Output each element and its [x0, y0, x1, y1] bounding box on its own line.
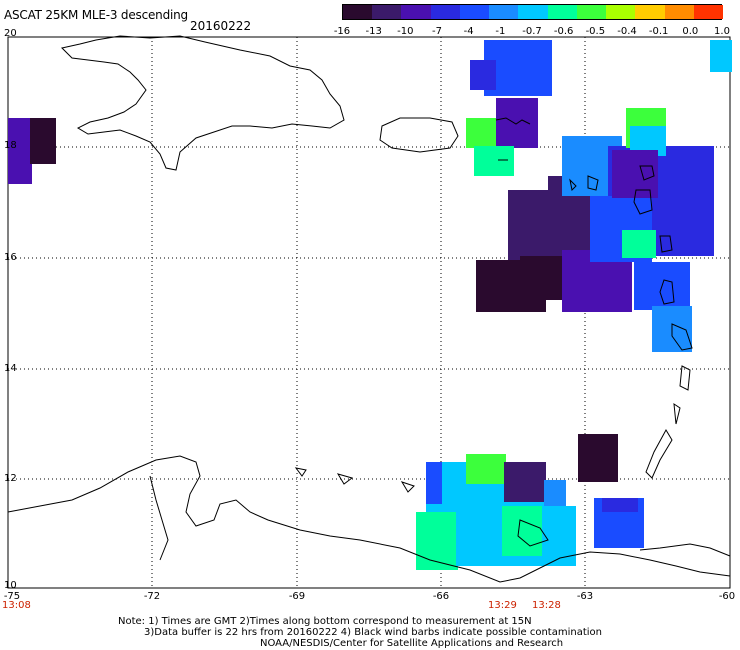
color-scale-label: -0.6 — [553, 26, 574, 37]
color-scale-label: -7 — [432, 26, 442, 37]
lat-label: 12 — [4, 473, 17, 484]
map-date: 20160222 — [190, 19, 252, 33]
color-scale-bar — [342, 4, 724, 20]
coastlines — [7, 35, 731, 583]
lon-label: -75 — [3, 591, 21, 602]
color-scale-label: -1 — [495, 26, 506, 37]
lon-label: -63 — [576, 591, 594, 602]
color-scale-segment — [518, 5, 549, 19]
note-line: Note: 1) Times are GMT 2)Times along bot… — [118, 616, 532, 627]
color-scale-segment — [430, 5, 461, 19]
color-scale-label: -16 — [333, 26, 351, 37]
color-scale-label: -0.4 — [617, 26, 637, 37]
lon-label: -69 — [288, 591, 306, 602]
color-scale-segment — [489, 5, 519, 19]
time-label-mid: 13:29 — [488, 600, 517, 611]
color-scale-segment — [606, 5, 636, 19]
lat-label: 14 — [4, 363, 17, 374]
color-scale-segment — [693, 5, 724, 19]
lat-label: 10 — [4, 580, 17, 591]
color-scale-segment — [459, 5, 490, 19]
color-scale-label: 0.0 — [682, 26, 699, 37]
lat-label: 20 — [4, 28, 17, 39]
map-title: ASCAT 25KM MLE-3 descending — [4, 8, 188, 22]
lon-label: -60 — [718, 591, 736, 602]
color-scale-segment — [372, 5, 402, 19]
lat-label: 16 — [4, 252, 17, 263]
color-scale-segment — [343, 5, 373, 19]
color-scale-label: -4 — [463, 26, 474, 37]
color-scale-segment — [547, 5, 578, 19]
color-scale-segment — [576, 5, 607, 19]
color-scale-label: -0.7 — [522, 26, 542, 37]
graticule — [8, 37, 730, 588]
time-label-mid: 13:28 — [532, 600, 561, 611]
wind-data-cells — [8, 40, 732, 570]
color-scale-label: -13 — [365, 26, 382, 37]
lat-label: 18 — [4, 140, 17, 151]
map-frame — [7, 36, 731, 589]
time-label-left: 13:08 — [2, 600, 31, 611]
lon-label: -72 — [143, 591, 161, 602]
color-scale-label: -10 — [397, 26, 414, 37]
note-line: 3)Data buffer is 22 hrs from 20160222 4)… — [144, 627, 602, 638]
lon-label: -66 — [432, 591, 450, 602]
color-scale-label: -0.5 — [585, 26, 606, 37]
color-scale-segment — [635, 5, 666, 19]
color-scale-label: -0.1 — [648, 26, 669, 37]
color-scale-segment — [401, 5, 432, 19]
color-scale-label: 1.0 — [714, 26, 730, 37]
note-line: NOAA/NESDIS/Center for Satellite Applica… — [260, 638, 564, 649]
color-scale-segment — [664, 5, 695, 19]
